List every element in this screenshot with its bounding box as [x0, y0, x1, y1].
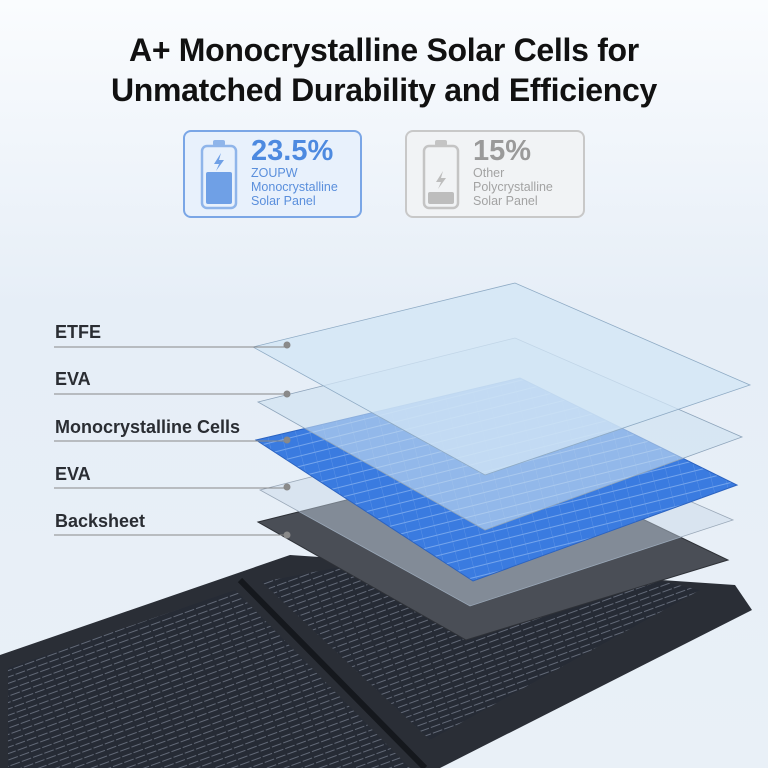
folded-solar-panel	[0, 540, 752, 768]
layer-label-eva-bottom: EVA	[55, 464, 91, 484]
efficiency-value: 23.5%	[251, 135, 334, 167]
type-label: Polycrystalline	[473, 180, 553, 194]
layer-label-backsheet: Backsheet	[55, 511, 146, 531]
headline-line-2: Unmatched Durability and Efficiency	[110, 72, 658, 108]
efficiency-value: 15%	[473, 135, 532, 167]
etfe-layer	[251, 282, 752, 476]
brand-label: Other	[473, 166, 505, 180]
headline: A+ Monocrystalline Solar Cells for Unmat…	[0, 30, 768, 110]
brand-label: ZOUPW	[251, 166, 298, 180]
layer-label-cells: Monocrystalline Cells	[55, 417, 241, 437]
layer-label-eva-top: EVA	[55, 369, 91, 389]
product-label: Solar Panel	[473, 194, 538, 208]
product-label: Solar Panel	[251, 194, 316, 208]
label-leader-lines	[54, 341, 291, 539]
headline-line-1: A+ Monocrystalline Solar Cells for	[129, 32, 639, 68]
efficiency-card-zoupw: 23.5% ZOUPW Monocrystalline Solar Panel	[183, 130, 362, 218]
layer-label-etfe: ETFE	[55, 322, 102, 342]
battery-low-icon	[422, 140, 460, 210]
battery-full-icon	[200, 140, 238, 210]
efficiency-card-other: 15% Other Polycrystalline Solar Panel	[405, 130, 585, 218]
type-label: Monocrystalline	[251, 180, 338, 194]
